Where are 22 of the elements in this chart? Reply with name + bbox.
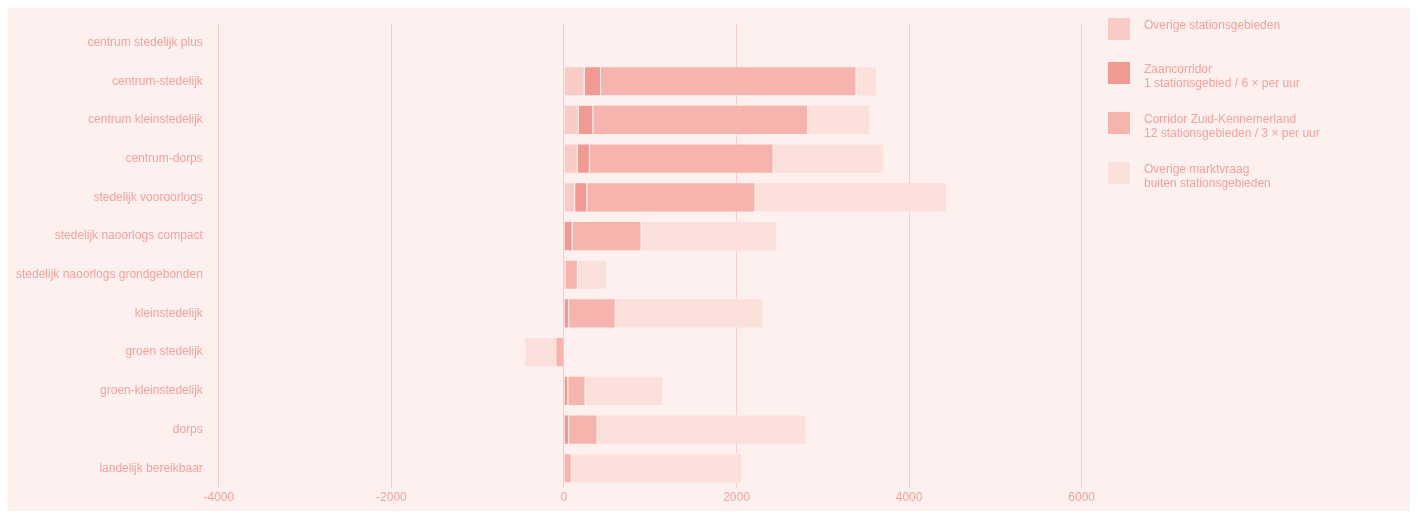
y-tick-label: stedelijk vooroorlogs	[93, 189, 203, 204]
y-tick-label: stedelijk naoorlogs grondgebonden	[16, 267, 203, 282]
y-tick-label: centrum-dorps	[125, 150, 203, 165]
x-tick-label: 4000	[895, 490, 923, 505]
y-tick-label: stedelijk naoorlogs compact	[54, 228, 204, 243]
x-tick-label: -4000	[203, 490, 235, 505]
y-tick-label: centrum kleinstedelijk	[88, 112, 204, 127]
y-tick-label: groen stedelijk	[125, 344, 204, 359]
y-tick-label: groen-kleinstedelijk	[100, 383, 204, 398]
x-tick-label: -2000	[376, 490, 408, 505]
y-tick-label: centrum-stedelijk	[112, 73, 204, 88]
y-tick-label: kleinstedelijk	[134, 305, 204, 320]
x-tick-label: 6000	[1068, 490, 1096, 505]
y-tick-label: landelijk bereikbaar	[99, 460, 203, 475]
x-tick-label: 2000	[723, 490, 751, 505]
y-tick-label: dorps	[172, 421, 203, 436]
legend-label: Corridor Zuid-Kennemerland 12 stationsgebieden / 3 × per uur	[1144, 112, 1320, 140]
legend-label: Overige marktvraag buiten stationsgebieden	[1144, 162, 1271, 190]
legend-label: Zaancorridor 1 stationsgebied / 6 × per uur	[1144, 62, 1300, 90]
legend-label: Overige stationsgebieden	[1144, 18, 1281, 32]
y-tick-label: centrum stedelijk plus	[87, 34, 203, 49]
x-tick-label: 0	[560, 490, 568, 505]
